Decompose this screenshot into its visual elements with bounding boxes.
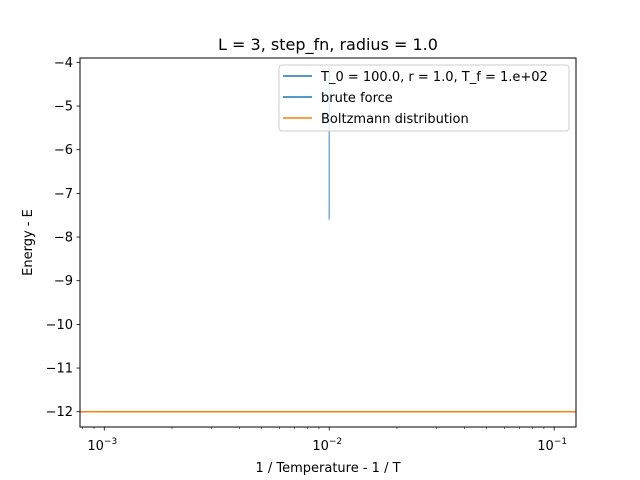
chart-title: L = 3, step_fn, radius = 1.0	[218, 35, 438, 55]
y-tick-label: −4	[54, 56, 73, 71]
legend-label-boltzmann: Boltzmann distribution	[321, 112, 469, 127]
legend-box	[278, 64, 570, 132]
x-axis-label: 1 / Temperature - 1 / T	[255, 461, 400, 476]
y-tick-label: −10	[46, 318, 73, 333]
y-axis-label: Energy - E	[21, 209, 36, 276]
y-tick-label: −8	[54, 231, 73, 246]
y-tick-label: −11	[46, 362, 73, 377]
x-tick-label: 10−1	[537, 437, 567, 454]
legend-label-brute-force: brute force	[321, 91, 393, 106]
legend-label-series-0: T_0 = 100.0, r = 1.0, T_f = 1.e+02	[320, 70, 548, 85]
y-tick-label: −5	[54, 100, 73, 115]
y-tick-label: −12	[46, 405, 73, 420]
y-tick-label: −6	[54, 143, 73, 158]
axes-frame	[79, 57, 577, 428]
legend: T_0 = 100.0, r = 1.0, T_f = 1.e+02 brute…	[278, 64, 570, 132]
x-tick-label: 10−3	[87, 437, 117, 454]
y-tick-label: −9	[54, 274, 73, 289]
x-tick-label: 10−2	[312, 437, 342, 454]
y-tick-label: −7	[54, 187, 73, 202]
ticks-layer: −4 −5 −6 −7 −8 −9 −10 −11 −12 10−3 10−2 10−1	[46, 56, 568, 454]
